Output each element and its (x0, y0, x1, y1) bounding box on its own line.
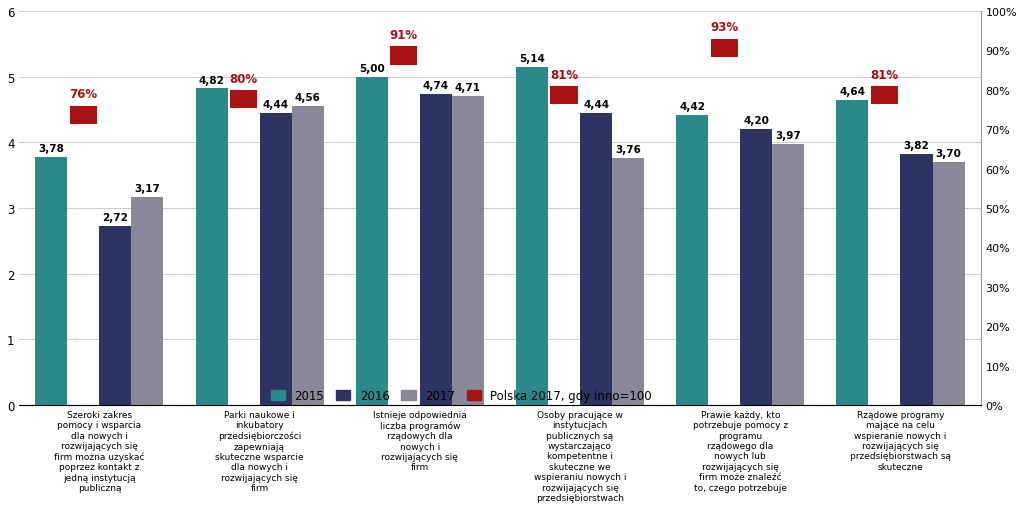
Text: 3,78: 3,78 (39, 144, 65, 154)
Bar (740, 130, 772, 405)
Bar (711, 40, 738, 58)
Text: 3,82: 3,82 (903, 141, 930, 151)
Text: 81%: 81% (870, 68, 898, 81)
Bar (870, 87, 898, 105)
Text: 3,17: 3,17 (134, 184, 161, 193)
Bar (131, 197, 164, 405)
Text: 4,44: 4,44 (583, 100, 609, 110)
Bar (292, 106, 324, 405)
Bar (900, 155, 933, 405)
Bar (390, 47, 418, 66)
Legend: 2015, 2016, 2017, Polska 2017, gdy inno=100: 2015, 2016, 2017, Polska 2017, gdy inno=… (266, 385, 656, 407)
Text: 4,42: 4,42 (679, 102, 706, 111)
Text: 3,97: 3,97 (775, 131, 801, 141)
Text: 76%: 76% (70, 88, 97, 101)
Bar (70, 106, 97, 125)
Text: 4,71: 4,71 (455, 82, 481, 93)
Text: 93%: 93% (711, 21, 738, 34)
Text: 4,82: 4,82 (199, 75, 224, 86)
Text: 3,76: 3,76 (615, 145, 641, 155)
Bar (196, 89, 227, 405)
Text: 3,70: 3,70 (936, 149, 962, 159)
Bar (230, 91, 257, 109)
Text: 80%: 80% (229, 72, 258, 86)
Bar (676, 116, 709, 405)
Text: 81%: 81% (550, 68, 579, 81)
Text: 4,20: 4,20 (743, 116, 769, 126)
Bar (99, 227, 131, 405)
Text: 4,64: 4,64 (840, 87, 865, 97)
Text: 4,74: 4,74 (423, 80, 449, 91)
Text: 91%: 91% (390, 29, 418, 42)
Text: 4,56: 4,56 (295, 93, 321, 102)
Bar (35, 157, 68, 405)
Bar (837, 101, 868, 405)
Bar (516, 68, 548, 405)
Bar (355, 77, 388, 405)
Text: 5,00: 5,00 (358, 64, 385, 73)
Text: 4,44: 4,44 (262, 100, 289, 110)
Bar (933, 163, 965, 405)
Bar (772, 145, 804, 405)
Bar (580, 114, 612, 405)
Bar (612, 159, 644, 405)
Text: 2,72: 2,72 (102, 213, 128, 223)
Text: 5,14: 5,14 (519, 54, 545, 64)
Bar (420, 95, 452, 405)
Bar (551, 87, 578, 105)
Bar (260, 114, 292, 405)
Bar (452, 97, 484, 405)
